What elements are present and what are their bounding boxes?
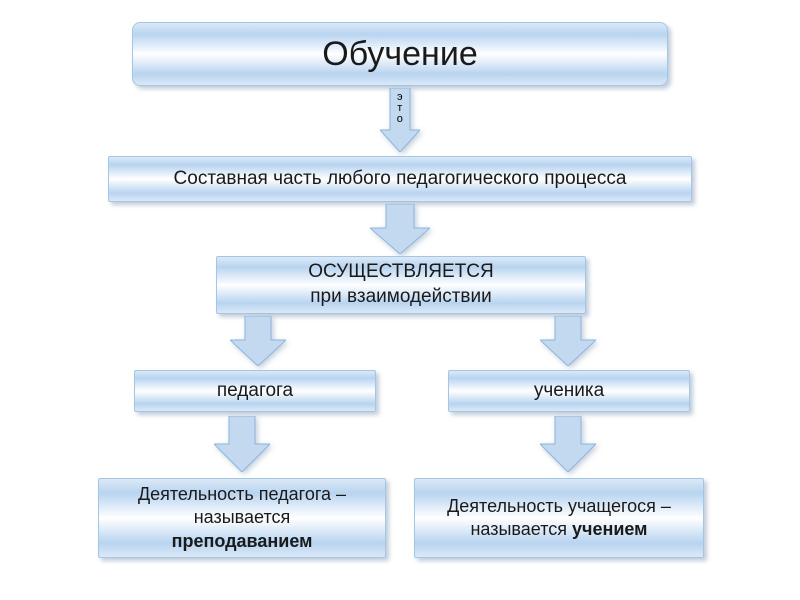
right2-line2: называется учением	[470, 518, 647, 541]
sub1-text: Составная часть любого педагогического п…	[174, 167, 627, 192]
arrow-right-2	[540, 416, 596, 472]
right1-text: ученика	[534, 379, 604, 404]
arrow-eto: э т о	[380, 88, 420, 152]
left1-text: педагога	[217, 379, 293, 404]
arrow-right-1	[540, 316, 596, 366]
left2-box: Деятельность педагога – называется препо…	[98, 478, 386, 558]
sub2-box: ОСУЩЕСТВЛЯЕТСЯ при взаимодействии	[216, 256, 586, 314]
right2-line2-pre: называется	[470, 519, 572, 539]
right1-box: ученика	[448, 370, 690, 412]
sub1-box: Составная часть любого педагогического п…	[108, 156, 692, 202]
sub2-line2: при взаимодействии	[310, 285, 492, 310]
title-box: Обучение	[132, 22, 668, 86]
right2-line2-bold: учением	[572, 519, 648, 539]
left2-line1: Деятельность педагога –	[138, 483, 346, 506]
left2-line3: преподаванием	[172, 530, 313, 553]
left2-line2: называется	[194, 506, 291, 529]
right2-box: Деятельность учащегося – называется учен…	[414, 478, 704, 558]
eto-line-3: о	[380, 114, 420, 125]
arrow-left-1	[230, 316, 286, 366]
arrow-left-2	[214, 416, 270, 472]
title-text: Обучение	[322, 35, 477, 74]
sub2-line1: ОСУЩЕСТВЛЯЕТСЯ	[308, 260, 494, 285]
eto-label: э т о	[380, 92, 420, 125]
arrow-2	[370, 204, 430, 254]
left1-box: педагога	[134, 370, 376, 412]
right2-line1: Деятельность учащегося –	[447, 495, 671, 518]
